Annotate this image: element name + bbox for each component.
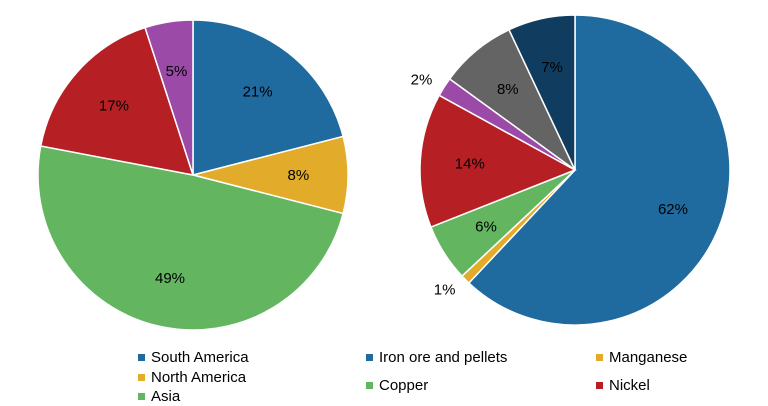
- legend-item-south-america: South America: [138, 347, 249, 367]
- legend-label: South America: [151, 348, 249, 366]
- pie-slice: [508, 14, 576, 171]
- data-label: 14%: [455, 155, 485, 172]
- legend-label: Manganese: [609, 348, 688, 366]
- data-label: 2%: [411, 71, 433, 88]
- legend-item-asia: Asia: [138, 386, 180, 406]
- data-label: 8%: [288, 167, 310, 184]
- legend-swatch: [366, 353, 373, 361]
- data-label: 49%: [155, 270, 185, 287]
- pie-slice: [192, 19, 345, 176]
- pie-slice: [419, 94, 577, 229]
- data-label: 1%: [434, 282, 456, 299]
- legend-label: Iron ore and pellets: [379, 348, 508, 366]
- legend-swatch: [366, 381, 373, 389]
- legend-swatch: [596, 381, 603, 389]
- legend-item-manganese: Manganese: [596, 347, 687, 367]
- pie-slice: [467, 14, 731, 326]
- pie-slice: [39, 26, 195, 176]
- data-label: 8%: [497, 81, 519, 98]
- legend-swatch: [138, 373, 145, 381]
- legend-label: Nickel: [609, 376, 650, 394]
- pie-slice: [37, 145, 345, 331]
- data-label: 17%: [99, 97, 129, 114]
- data-label: 62%: [658, 201, 688, 218]
- legend-item-iron-ore: Iron ore and pellets: [366, 347, 507, 367]
- legend-swatch: [138, 392, 145, 400]
- data-label: 21%: [243, 84, 273, 101]
- legend-label: Copper: [379, 376, 429, 394]
- legend-swatch: [596, 353, 603, 361]
- data-label: 6%: [475, 218, 497, 235]
- legend-item-copper: Copper: [366, 375, 428, 395]
- pie-slice: [144, 19, 194, 176]
- legend-label: Asia: [151, 387, 181, 405]
- data-label: 5%: [166, 63, 188, 80]
- legend-label: North America: [151, 368, 247, 386]
- legend-item-north-america: North America: [138, 367, 246, 387]
- legend-swatch: [138, 353, 145, 361]
- data-label: 7%: [541, 59, 563, 76]
- legend-item-nickel: Nickel: [596, 375, 650, 395]
